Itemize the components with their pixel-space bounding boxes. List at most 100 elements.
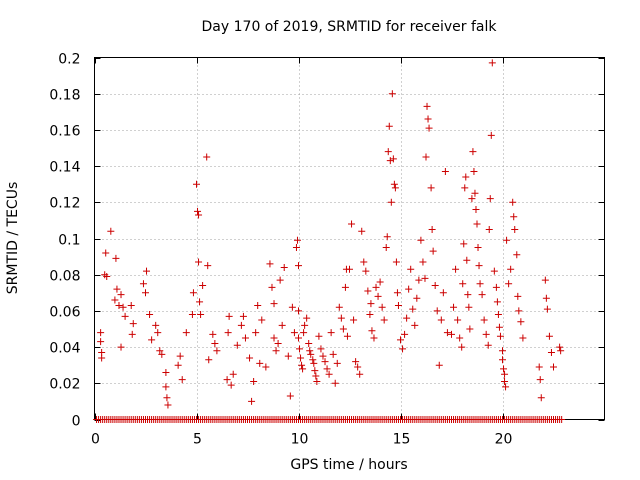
- data-point: [319, 352, 327, 360]
- data-point: [97, 329, 105, 337]
- data-point: [299, 365, 307, 373]
- data-point: [111, 296, 119, 304]
- data-point: [474, 244, 482, 252]
- data-point: [312, 372, 320, 380]
- data-point: [535, 363, 543, 371]
- data-point: [117, 291, 125, 299]
- data-point: [341, 283, 349, 291]
- data-point: [460, 240, 468, 248]
- y-tick-label: 0.06: [49, 305, 80, 321]
- data-point: [494, 311, 502, 319]
- data-point: [246, 354, 254, 362]
- data-point: [313, 377, 321, 385]
- data-point: [335, 303, 343, 311]
- data-point: [463, 256, 471, 264]
- data-point: [366, 311, 374, 319]
- data-point: [339, 325, 347, 333]
- data-point: [485, 225, 493, 233]
- data-point: [452, 265, 460, 273]
- tick-labels: 0 5 10 15 20 0 0.02 0.04 0.06 0.08 0.1 0.12 0.14 0.16…: [49, 52, 512, 448]
- data-point: [146, 311, 154, 319]
- data-point: [270, 334, 278, 342]
- data-point: [280, 263, 288, 271]
- data-point: [499, 347, 506, 355]
- data-point: [519, 334, 527, 342]
- data-point: [248, 397, 256, 405]
- data-point: [337, 314, 345, 322]
- data-point: [278, 321, 286, 329]
- data-point: [507, 265, 515, 273]
- data-point: [121, 312, 129, 320]
- data-point: [556, 343, 564, 351]
- data-point: [233, 341, 241, 349]
- data-point: [391, 184, 399, 192]
- data-point: [545, 332, 553, 340]
- data-point: [107, 227, 115, 235]
- data-point: [239, 312, 247, 320]
- x-tick-label: 20: [495, 432, 513, 448]
- data-point: [164, 401, 172, 409]
- data-point: [229, 370, 237, 378]
- data-point: [241, 334, 249, 342]
- data-point: [346, 265, 353, 273]
- data-point: [419, 258, 427, 266]
- data-point: [495, 323, 503, 331]
- x-axis-title: GPS time / hours: [290, 457, 407, 473]
- data-point: [292, 244, 300, 252]
- data-point: [488, 59, 496, 67]
- data-point: [266, 260, 274, 268]
- axis-ticks: [94, 57, 605, 421]
- data-point: [143, 267, 151, 275]
- data-point: [296, 345, 304, 353]
- data-point: [482, 330, 490, 338]
- data-point: [368, 327, 376, 335]
- y-tick-label: 0.18: [49, 88, 80, 104]
- data-point: [471, 189, 479, 197]
- data-point: [423, 102, 431, 110]
- data-point: [303, 314, 311, 322]
- data-point: [254, 301, 262, 309]
- data-point: [465, 303, 473, 311]
- data-point: [384, 148, 392, 156]
- data-point: [450, 303, 458, 311]
- data-point: [193, 180, 200, 188]
- chart-title: Day 170 of 2019, SRMTID for receiver fal…: [202, 19, 498, 35]
- data-point: [268, 283, 276, 291]
- data-point: [97, 338, 105, 346]
- data-point: [397, 336, 404, 344]
- data-point: [435, 361, 443, 369]
- data-point: [305, 339, 313, 347]
- data-point: [250, 377, 258, 385]
- data-point: [486, 195, 494, 203]
- data-point: [309, 356, 317, 364]
- data-point: [119, 303, 127, 311]
- data-point: [469, 148, 477, 156]
- data-point: [362, 267, 370, 275]
- data-point: [370, 334, 378, 342]
- data-point: [496, 332, 504, 340]
- data-point: [415, 276, 423, 284]
- data-point: [182, 329, 190, 337]
- data-point: [343, 332, 351, 340]
- x-tick-label: 15: [393, 432, 411, 448]
- data-point: [148, 336, 156, 344]
- data-point: [127, 301, 135, 309]
- data-point: [307, 350, 315, 358]
- data-point: [258, 316, 266, 324]
- data-point: [484, 341, 492, 349]
- data-point: [401, 330, 409, 338]
- data-point: [441, 168, 449, 176]
- data-point: [174, 361, 182, 369]
- data-point: [473, 220, 481, 228]
- data-point: [543, 305, 551, 313]
- data-point: [413, 294, 421, 302]
- y-tick-label: 0.04: [49, 341, 80, 357]
- data-point: [196, 298, 204, 306]
- data-point: [456, 334, 464, 342]
- data-point: [129, 320, 137, 328]
- data-point: [428, 225, 436, 233]
- data-point: [399, 345, 407, 353]
- data-point: [301, 321, 309, 329]
- y-tick-label: 0: [72, 414, 81, 430]
